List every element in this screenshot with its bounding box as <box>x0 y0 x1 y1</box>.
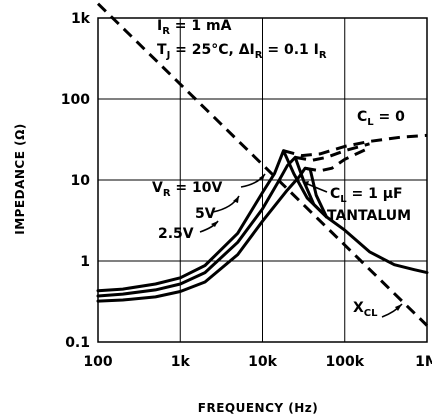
label-2-5v: 2.5V <box>158 226 194 242</box>
series-line <box>294 142 370 162</box>
label-5v: 5V <box>195 206 216 222</box>
plot-frame <box>97 17 428 343</box>
series-line <box>96 149 328 293</box>
x-tick-label: 10k <box>248 354 277 370</box>
x-tick-label: 1k <box>171 354 191 370</box>
arrowhead-xcl <box>395 304 402 311</box>
x-tick-label: 100 <box>83 354 112 370</box>
condition-tj: TJ = 25°C, ΔIR = 0.1 IR <box>157 42 327 61</box>
x-tick-label: 100k <box>325 354 364 370</box>
x-axis-label: FREQUENCY (Hz) <box>198 401 319 415</box>
label-vr-10v: VR = 10V <box>152 180 223 199</box>
x-tick-label: 1M <box>415 354 432 370</box>
label-cl-1uf: CL = 1 μF <box>330 186 403 205</box>
y-tick-label: 10 <box>71 173 91 189</box>
series-line <box>325 215 429 275</box>
series-line <box>96 2 429 327</box>
condition-ir: IR = 1 mA <box>157 18 232 37</box>
series-line <box>283 133 428 158</box>
y-tick-label: 1k <box>71 11 91 27</box>
arrowhead-5v <box>233 196 239 203</box>
arrowhead-2-5v <box>211 221 218 227</box>
y-tick-label: 0.1 <box>65 335 90 351</box>
label-xcl: XCL <box>353 300 378 319</box>
plot-curves <box>96 2 429 327</box>
series-line <box>304 146 371 173</box>
arrow-5v <box>212 195 240 213</box>
arrowhead-10v <box>259 174 265 180</box>
x-tick-labels: 100 1k 10k 100k 1M <box>83 354 432 370</box>
y-axis-label: IMPEDANCE (Ω) <box>13 123 27 235</box>
y-tick-label: 100 <box>61 92 90 108</box>
label-cl-0: CL = 0 <box>357 109 405 128</box>
y-tick-labels: 0.1 1 10 100 1k <box>61 11 91 351</box>
arrowhead-cl-1uf <box>303 181 309 187</box>
label-tantalum: TANTALUM <box>327 208 411 224</box>
y-tick-label: 1 <box>80 254 90 270</box>
plot-grid <box>98 18 427 342</box>
annotation-arrowheads <box>211 174 402 311</box>
